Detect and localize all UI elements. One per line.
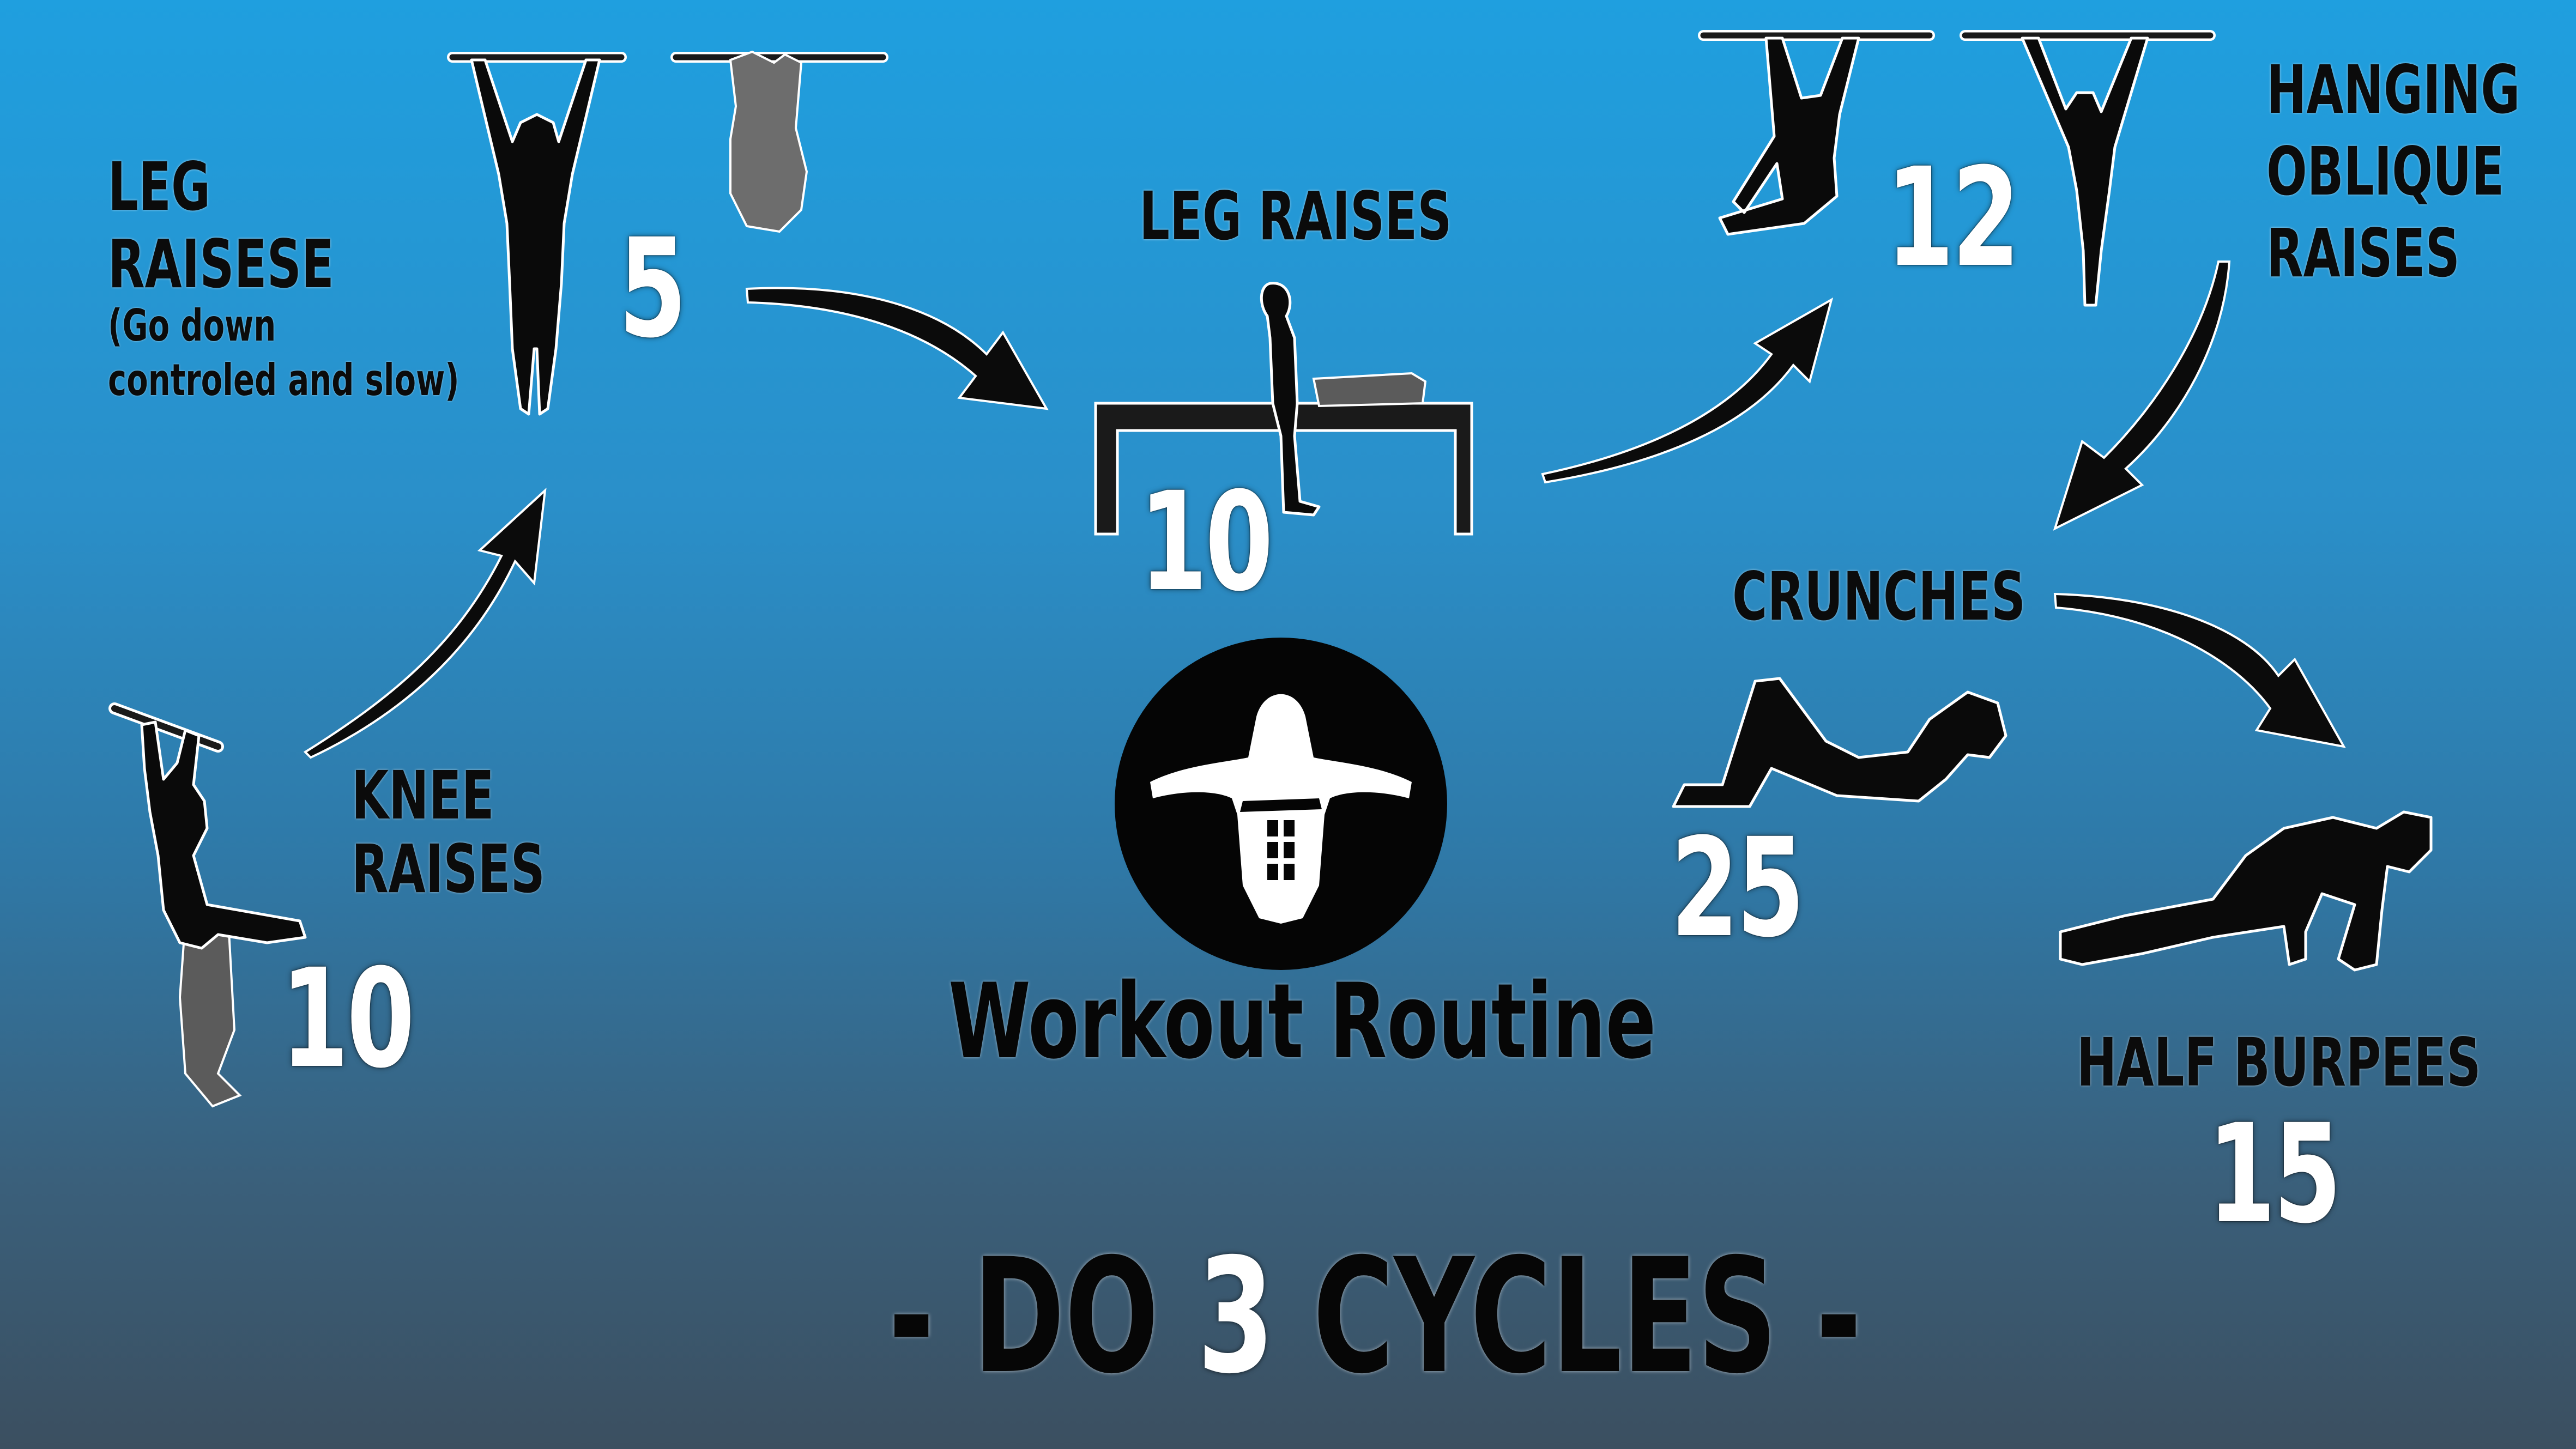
oblique-raises-label-line2: OBLIQUE bbox=[2266, 133, 2505, 210]
do-cycles-suffix: CYCLES - bbox=[1313, 1225, 1862, 1409]
bench-leg-raise-figure bbox=[1094, 282, 1473, 536]
bench-leg-raises-reps: 10 bbox=[1139, 463, 1273, 621]
crunch-figure bbox=[1672, 677, 2007, 808]
oblique-raise-figure-1 bbox=[1698, 30, 1935, 236]
arrow-crunches-to-burpees bbox=[2053, 592, 2346, 748]
half-burpees-label: HALF BURPEES bbox=[2077, 1024, 2481, 1101]
hanging-leg-raises-note-line2: controled and slow) bbox=[108, 355, 459, 405]
arrow-knee-to-leg-raise bbox=[303, 487, 547, 759]
arrow-bench-to-oblique bbox=[1541, 297, 1834, 484]
half-burpees-reps: 15 bbox=[2208, 1095, 2342, 1253]
oblique-raises-label-line1: HANGING bbox=[2266, 51, 2520, 129]
crunches-label: CRUNCHES bbox=[1732, 558, 2026, 635]
do-cycles-prefix: - DO bbox=[888, 1225, 1159, 1409]
arrow-oblique-to-crunches bbox=[2053, 260, 2231, 531]
knee-raises-reps: 10 bbox=[281, 939, 415, 1098]
hanging-leg-raises-reps: 5 bbox=[619, 209, 687, 368]
bench-leg-raises-label: LEG RAISES bbox=[1139, 178, 1452, 255]
crunches-reps: 25 bbox=[1671, 809, 1805, 967]
oblique-raises-reps: 12 bbox=[1886, 138, 2020, 297]
oblique-raise-figure-2 bbox=[1960, 30, 2216, 307]
inverted-hang-figure bbox=[670, 50, 888, 233]
hanging-leg-raise-figure bbox=[447, 52, 627, 416]
arrow-leg-raise-to-bench bbox=[745, 287, 1049, 410]
cycle-count: 3 bbox=[1197, 1225, 1274, 1409]
hanging-leg-raises-label-line1: LEG bbox=[108, 148, 211, 226]
oblique-raises-label-line3: RAISES bbox=[2266, 215, 2460, 292]
hanging-leg-raises-label-line2: RAISESE bbox=[108, 226, 334, 303]
knee-raises-label-line2: RAISES bbox=[352, 830, 545, 908]
half-burpee-figure bbox=[2059, 810, 2433, 972]
knee-raises-label-line1: KNEE bbox=[352, 757, 494, 834]
hanging-leg-raises-note-line1: (Go down bbox=[108, 300, 276, 351]
workout-logo bbox=[1115, 638, 1447, 970]
do-cycles-banner: - DO 3 CYCLES - bbox=[888, 1232, 1861, 1402]
knee-raise-figure bbox=[108, 702, 307, 1108]
workout-routine-title: Workout Routine bbox=[948, 961, 1656, 1082]
